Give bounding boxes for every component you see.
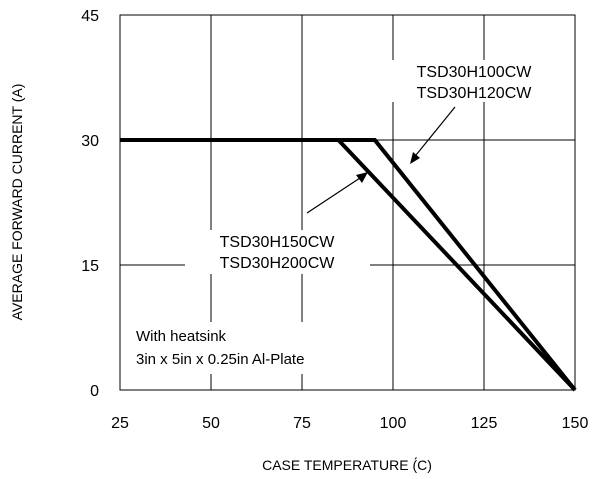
y-tick-label-0: 0 bbox=[90, 383, 99, 400]
x-tick-label-150: 150 bbox=[562, 415, 589, 432]
lower-label-line-2: TSD30H200CW bbox=[220, 255, 336, 272]
y-axis-title: AVERAGE FORWARD CURRENT (A) bbox=[9, 84, 25, 321]
upper-label-arrowhead bbox=[410, 152, 420, 164]
x-tick-label-100: 100 bbox=[380, 415, 407, 432]
x-tick-label-75: 75 bbox=[293, 415, 311, 432]
upper-label-arrow bbox=[411, 106, 456, 161]
y-tick-label-15: 15 bbox=[81, 258, 99, 275]
upper-label-line-2: TSD30H120CW bbox=[417, 85, 533, 102]
x-tick-label-25: 25 bbox=[111, 415, 129, 432]
note-mask bbox=[124, 322, 356, 374]
upper-label-mask bbox=[388, 60, 560, 102]
annotations-group: TSD30H100CW TSD30H120CW TSD30H150CW TSD3… bbox=[124, 60, 560, 374]
lower-label-line-1: TSD30H150CW bbox=[220, 234, 336, 251]
note-line-2: 3in x 5in x 0.25in Al-Plate bbox=[136, 351, 304, 368]
plot-frame bbox=[119, 14, 576, 391]
series-group bbox=[120, 138, 577, 392]
y-tick-label-45: 45 bbox=[81, 8, 99, 25]
lower-label-arrowhead bbox=[356, 172, 368, 183]
x-axis-title: CASE TEMPERATURE (́C) bbox=[262, 457, 432, 473]
x-tick-label-125: 125 bbox=[471, 415, 498, 432]
lower-label-arrow bbox=[306, 173, 367, 214]
note-line-1: With heatsink bbox=[136, 328, 227, 345]
tick-labels: 25 50 75 100 125 150 0 15 30 45 bbox=[81, 8, 588, 432]
x-tick-label-50: 50 bbox=[202, 415, 220, 432]
series-line-2 bbox=[120, 138, 577, 392]
upper-label-line-1: TSD30H100CW bbox=[417, 64, 533, 81]
lower-label-mask bbox=[185, 230, 370, 274]
y-tick-label-30: 30 bbox=[81, 133, 99, 150]
